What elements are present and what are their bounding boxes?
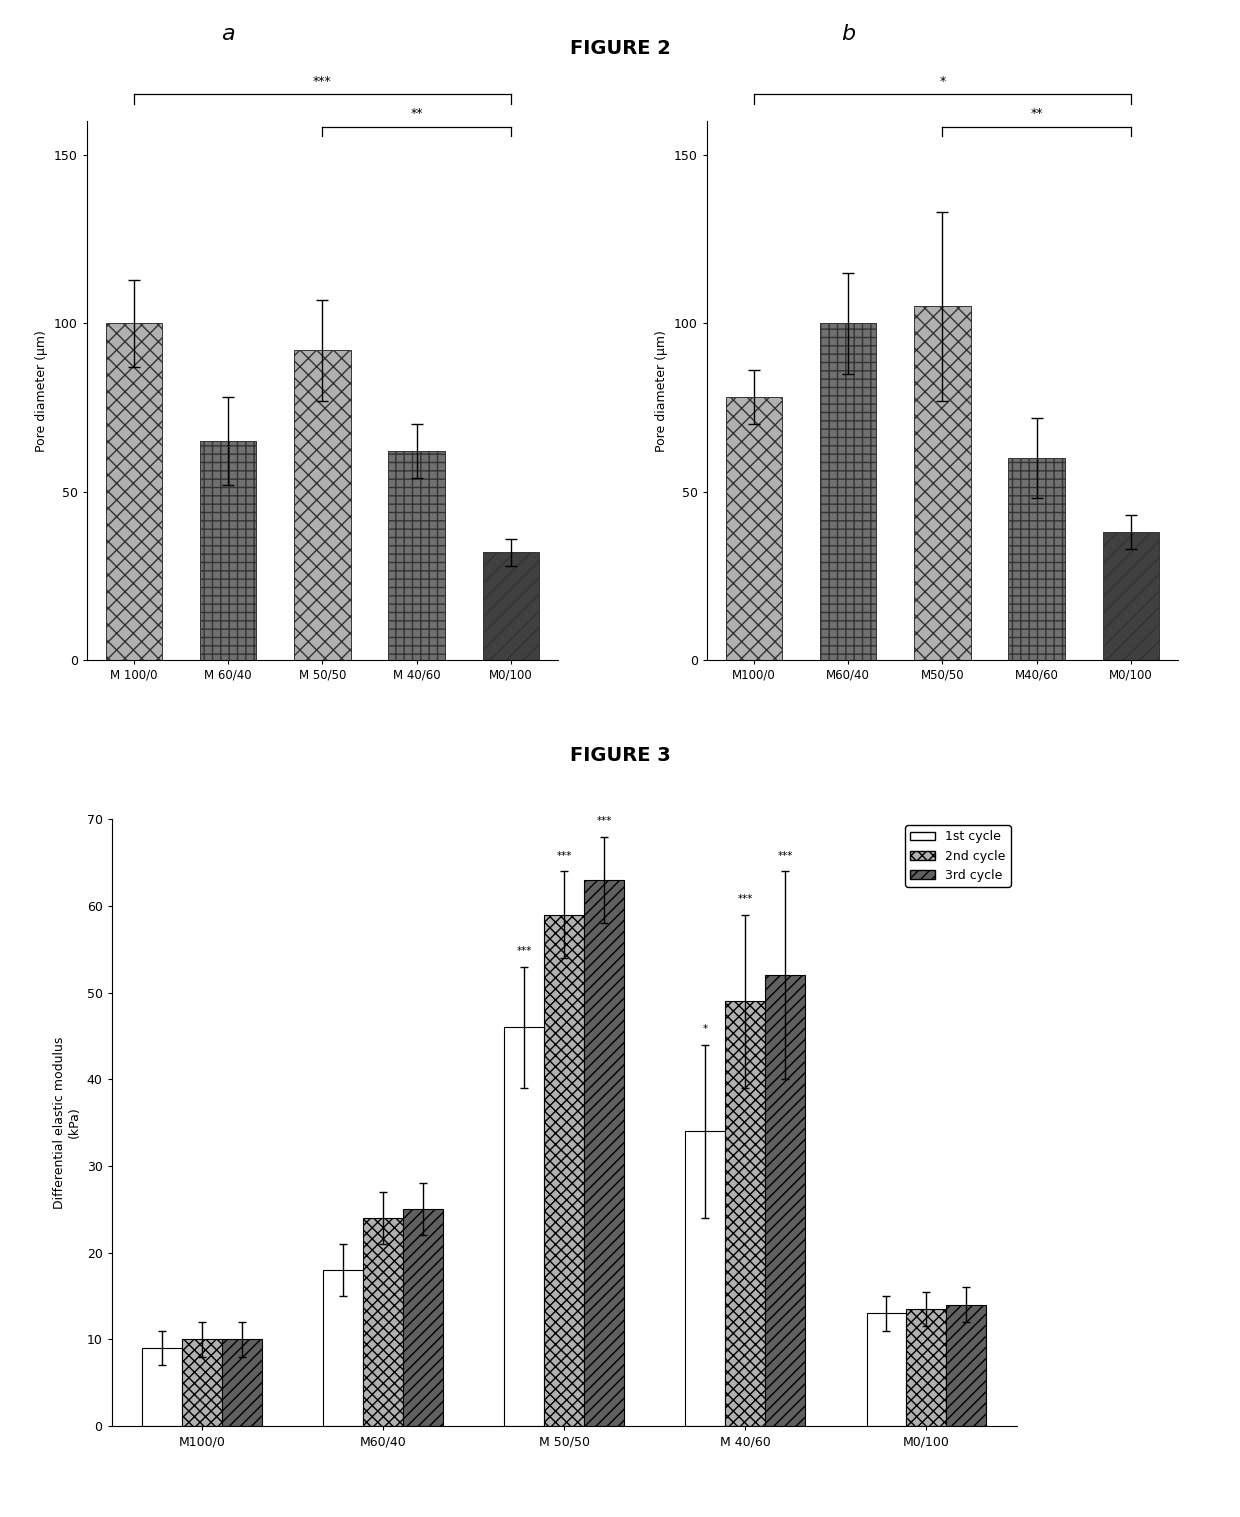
Text: ***: *** [312,74,332,88]
Text: ***: *** [738,894,753,904]
Bar [403,1209,443,1426]
Text: *: * [939,74,946,88]
Bar [725,1001,765,1426]
Bar [906,1309,946,1426]
Bar [725,397,782,660]
Text: ***: *** [596,816,611,827]
Text: *: * [703,1024,708,1035]
Bar [1008,458,1065,660]
Text: ***: *** [517,947,532,956]
Bar [867,1314,906,1426]
Bar [686,1132,725,1426]
Bar [765,975,805,1426]
Text: **: ** [1030,108,1043,120]
Bar [388,451,445,660]
Bar [182,1340,222,1426]
Bar [584,880,624,1426]
Y-axis label: Pore diameter (μm): Pore diameter (μm) [36,329,48,452]
Bar [324,1270,363,1426]
Text: FIGURE 2: FIGURE 2 [569,39,671,59]
Legend: 1st cycle, 2nd cycle, 3rd cycle: 1st cycle, 2nd cycle, 3rd cycle [905,825,1011,887]
Text: a: a [222,24,234,44]
Bar [200,441,257,660]
Bar [363,1218,403,1426]
Text: **: ** [410,108,423,120]
Bar [946,1305,986,1426]
Bar [105,323,162,660]
Bar [914,306,971,660]
Text: ***: *** [777,851,792,860]
Bar [820,323,877,660]
Bar [482,552,539,660]
Bar [222,1340,262,1426]
Text: b: b [841,24,856,44]
Y-axis label: Differential elastic modulus
(kPa): Differential elastic modulus (kPa) [53,1036,81,1209]
Bar [1102,532,1159,660]
Text: ***: *** [557,851,572,860]
Text: FIGURE 3: FIGURE 3 [569,746,671,766]
Y-axis label: Pore diameter (μm): Pore diameter (μm) [656,329,668,452]
Bar [143,1349,182,1426]
Bar [505,1027,544,1426]
Bar [294,350,351,660]
Bar [544,915,584,1426]
